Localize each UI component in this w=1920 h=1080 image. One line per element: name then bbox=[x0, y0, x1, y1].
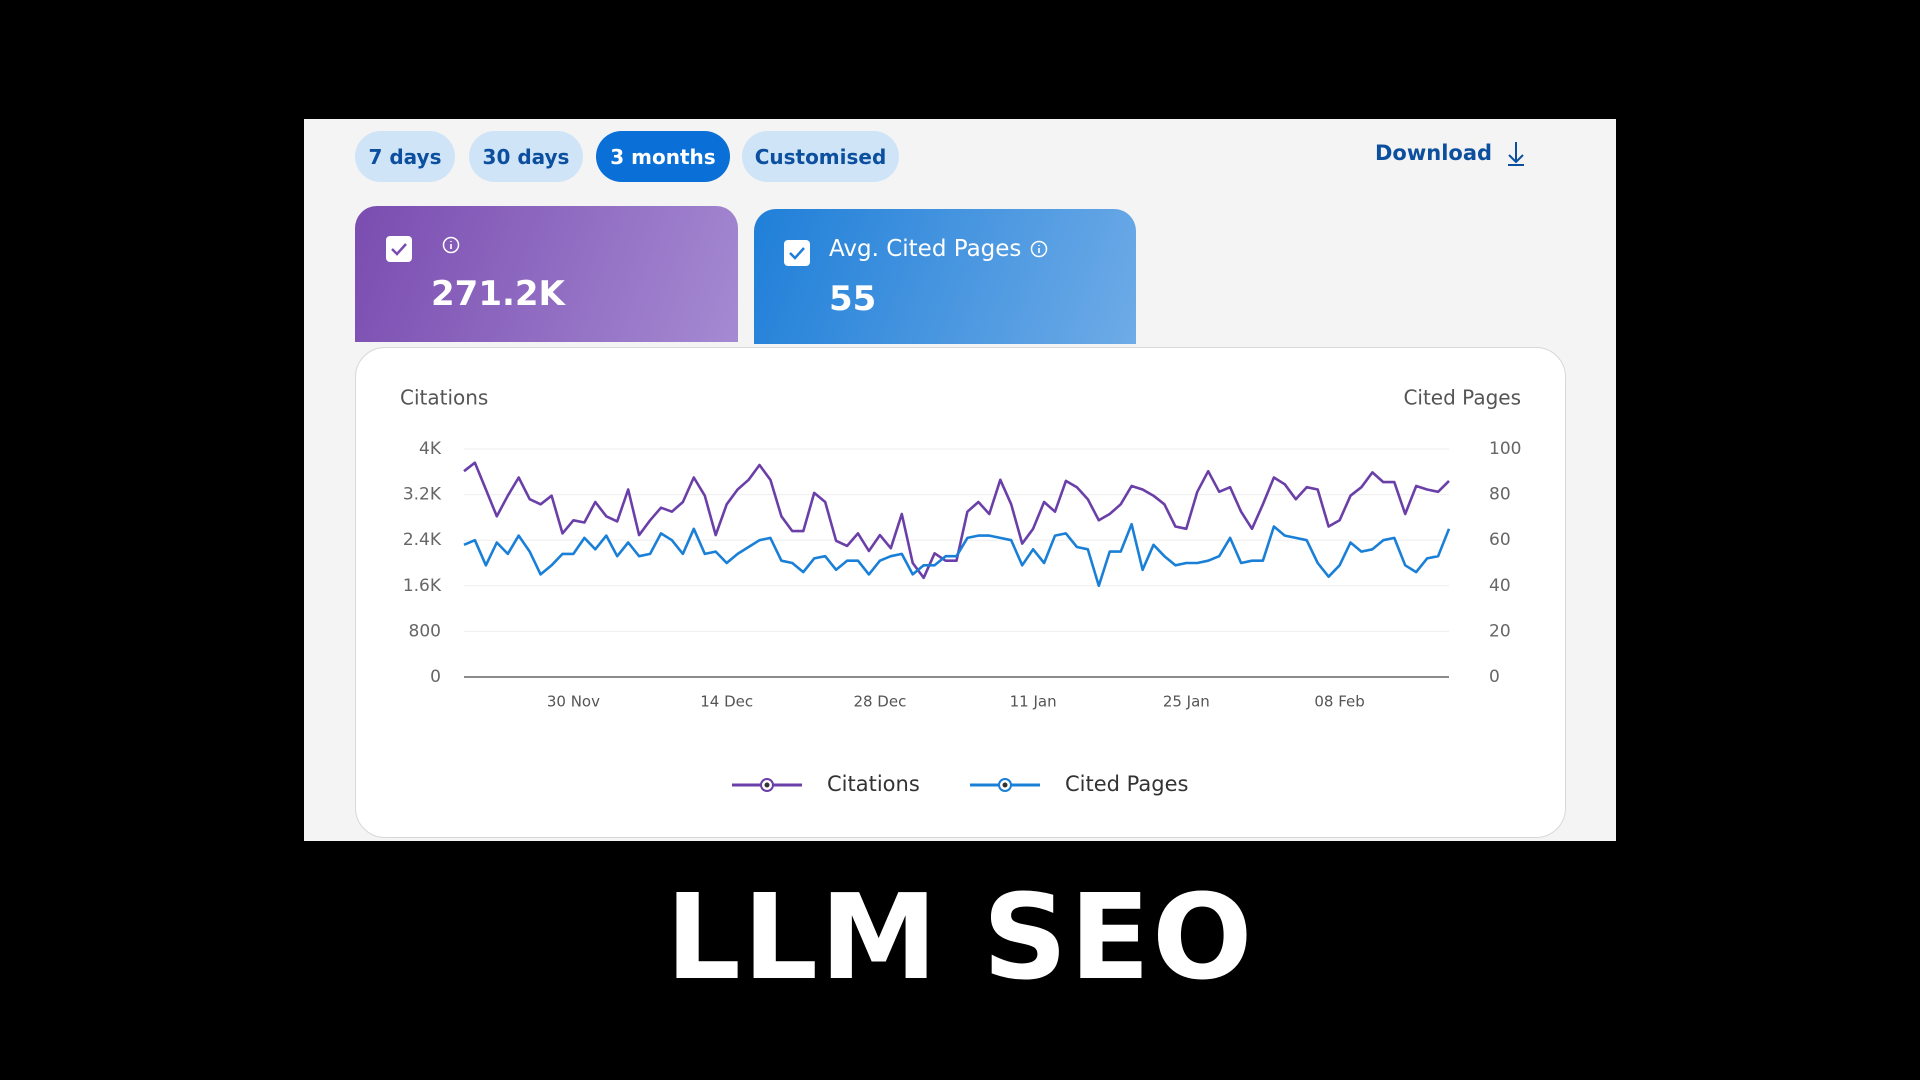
download-label: Download bbox=[1375, 141, 1493, 165]
filter-pill[interactable]: 3 months bbox=[596, 131, 730, 182]
y2-tick-label: 100 bbox=[1489, 439, 1521, 459]
caption: LLM SEO bbox=[665, 868, 1255, 1006]
metric-value: 55 bbox=[829, 279, 877, 319]
x-tick-label: 28 Dec bbox=[853, 693, 906, 711]
checkbox[interactable] bbox=[386, 236, 412, 262]
y-tick-label: 0 bbox=[430, 667, 441, 687]
y2-tick-label: 60 bbox=[1489, 530, 1511, 550]
download-icon bbox=[1508, 142, 1525, 166]
filter-pill[interactable]: Customised bbox=[742, 131, 899, 182]
y2-axis-title: Cited Pages bbox=[1403, 386, 1521, 410]
y2-tick-label: 40 bbox=[1489, 576, 1511, 596]
y-tick-label: 2.4K bbox=[403, 530, 442, 550]
y-tick-label: 1.6K bbox=[403, 576, 442, 596]
legend-marker-dot bbox=[1002, 782, 1008, 788]
filter-pill[interactable]: 7 days bbox=[355, 131, 455, 182]
y2-tick-label: 80 bbox=[1489, 485, 1511, 505]
metric-label: Avg. Cited Pages bbox=[829, 236, 1022, 262]
x-tick-label: 08 Feb bbox=[1314, 693, 1364, 711]
metric-value: 271.2K bbox=[431, 274, 565, 314]
checkbox[interactable] bbox=[784, 240, 810, 266]
download-button[interactable]: Download bbox=[1375, 140, 1526, 166]
x-tick-label: 14 Dec bbox=[700, 693, 753, 711]
legend-label: Cited Pages bbox=[1065, 772, 1188, 796]
y2-tick-label: 0 bbox=[1489, 667, 1500, 687]
data-line bbox=[463, 461, 1450, 580]
y-tick-label: 3.2K bbox=[403, 485, 442, 505]
y-axis-title: Citations bbox=[400, 386, 488, 410]
legend-label: Citations bbox=[827, 772, 920, 796]
info-icon[interactable] bbox=[441, 235, 461, 255]
chart-card bbox=[355, 347, 1566, 838]
x-tick-label: 11 Jan bbox=[1010, 693, 1057, 711]
y-tick-label: 4K bbox=[419, 439, 442, 459]
data-line bbox=[463, 522, 1451, 588]
y-tick-label: 800 bbox=[409, 621, 441, 641]
x-tick-label: 30 Nov bbox=[547, 693, 600, 711]
metric-card[interactable]: Avg. Cited Pages 55 bbox=[754, 209, 1136, 344]
filter-pill[interactable]: 30 days bbox=[469, 131, 583, 182]
legend-marker-dot bbox=[764, 782, 770, 788]
info-icon[interactable] bbox=[1029, 239, 1049, 259]
metric-card[interactable]: 271.2K bbox=[355, 206, 738, 342]
x-tick-label: 25 Jan bbox=[1163, 693, 1210, 711]
y2-tick-label: 20 bbox=[1489, 621, 1511, 641]
